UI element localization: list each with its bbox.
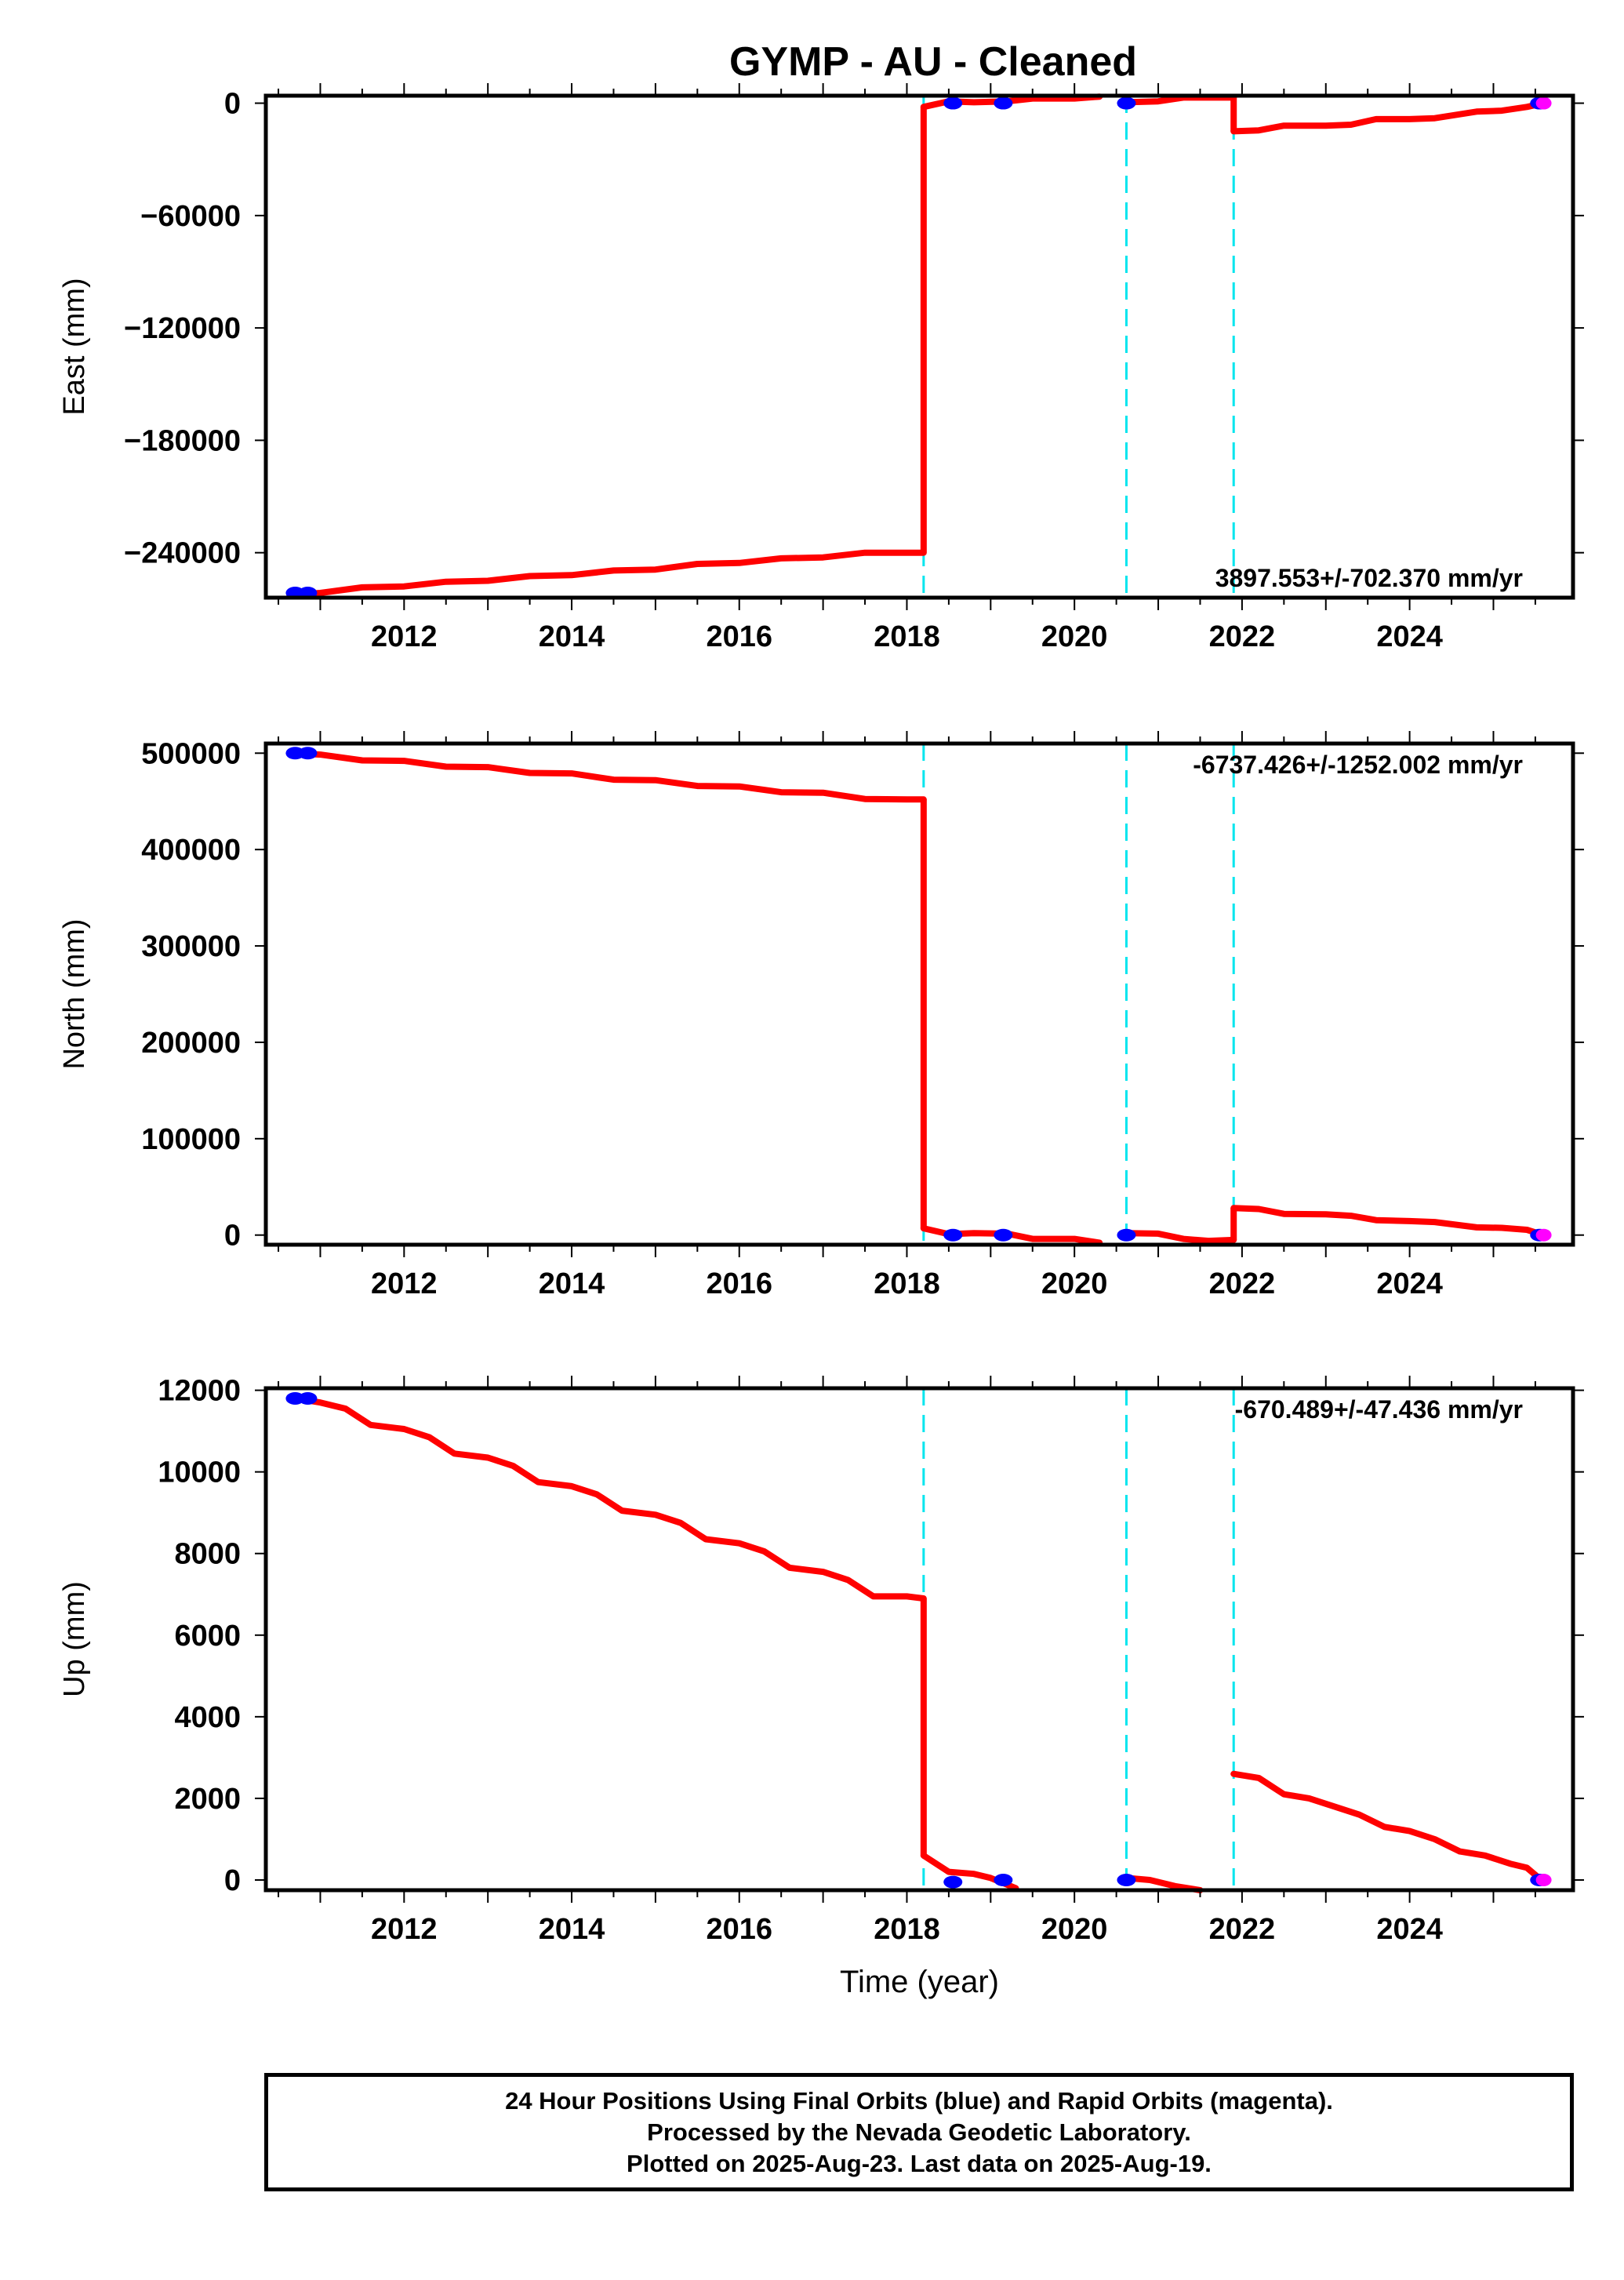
panel-north: 2012 2014 2016 2018 2020 2022 2024 0 100000 20000… — [58, 731, 1584, 1300]
x-tick-label: 2020 — [1041, 1267, 1108, 1300]
y-tick-label: 0 — [224, 1220, 241, 1253]
y-tick-label: −240000 — [124, 537, 241, 570]
y-tick-label: 500000 — [141, 737, 241, 770]
final-orbit-point — [1117, 1873, 1136, 1886]
plot-frame — [263, 741, 1575, 1247]
plot-frame — [263, 1386, 1575, 1893]
chart-title: GYMP - AU - Cleaned — [729, 39, 1137, 85]
series-line-segment-1 — [292, 750, 927, 803]
y-tick-label: 0 — [224, 1864, 241, 1897]
series-line-segment-3 — [1123, 1230, 1237, 1245]
final-orbit-point — [994, 1228, 1013, 1242]
rapid-orbit-point — [1535, 1873, 1552, 1886]
x-tick-label: 2022 — [1209, 620, 1276, 653]
y-tick-label: 12000 — [158, 1375, 241, 1408]
x-tick-label: 2014 — [539, 620, 605, 653]
x-tick-label: 2024 — [1376, 1267, 1443, 1300]
x-axis-label: Time (year) — [840, 1965, 999, 1999]
series-line-segment-1 — [292, 1395, 927, 1602]
x-tick-label: 2012 — [371, 1267, 438, 1300]
x-tick-label: 2016 — [706, 620, 772, 653]
x-tick-label: 2016 — [706, 1913, 772, 1946]
final-orbit-point — [994, 96, 1013, 110]
rate-label: -670.489+/-47.436 mm/yr — [1235, 1395, 1523, 1424]
x-tick-label: 2024 — [1376, 620, 1443, 653]
y-axis-label: Up (mm) — [58, 1581, 91, 1697]
x-tick-label: 2014 — [539, 1913, 605, 1946]
panel-east: 2012 2014 2016 2018 2020 2022 2024 0 −60000 −1200… — [58, 83, 1584, 653]
rate-label: -6737.426+/-1252.002 mm/yr — [1193, 751, 1523, 779]
footer-line-3: Plotted on 2025-Aug-23. Last data on 202… — [627, 2149, 1212, 2177]
y-axis-label: East (mm) — [58, 278, 91, 415]
footer-line-2: Processed by the Nevada Geodetic Laborat… — [647, 2118, 1191, 2146]
series-line-segment-4 — [1230, 100, 1547, 135]
y-tick-label: 4000 — [174, 1701, 241, 1734]
y-tick-label: 300000 — [141, 930, 241, 963]
final-orbit-point — [994, 1873, 1013, 1886]
footer-box: 24 Hour Positions Using Final Orbits (bl… — [264, 2073, 1574, 2191]
y-tick-label: 200000 — [141, 1027, 241, 1060]
x-tick-label: 2018 — [874, 1913, 940, 1946]
y-tick-label: 400000 — [141, 834, 241, 867]
footer-line-1: 24 Hour Positions Using Final Orbits (bl… — [505, 2086, 1333, 2115]
series-line-segment-3 — [1123, 1875, 1204, 1893]
rapid-orbit-point — [1535, 1228, 1552, 1242]
final-orbit-point — [298, 747, 318, 760]
x-tick-label: 2014 — [539, 1267, 605, 1300]
x-tick-label: 2016 — [706, 1267, 772, 1300]
plot-frame — [263, 93, 1575, 600]
x-tick-label: 2012 — [371, 620, 438, 653]
final-orbit-point — [1117, 96, 1136, 110]
final-orbit-point — [298, 1392, 318, 1405]
x-tick-label: 2022 — [1209, 1913, 1276, 1946]
series-line-segment-3 — [1123, 94, 1237, 106]
final-orbit-point — [943, 96, 963, 110]
x-tick-label: 2020 — [1041, 1913, 1108, 1946]
series-line-segment-4 — [1230, 1205, 1547, 1238]
y-tick-label: 10000 — [158, 1456, 241, 1489]
y-tick-label: −60000 — [140, 200, 241, 233]
x-tick-label: 2024 — [1376, 1913, 1443, 1946]
x-tick-label: 2012 — [371, 1913, 438, 1946]
y-tick-label: −120000 — [124, 312, 241, 345]
final-orbit-point — [943, 1228, 963, 1242]
series-line-segment-4 — [1230, 1770, 1547, 1885]
y-tick-label: 2000 — [174, 1783, 241, 1816]
final-orbit-point — [1117, 1228, 1136, 1242]
y-tick-label: −180000 — [124, 424, 241, 457]
panels: 2012 2014 2016 2018 2020 2022 2024 0 −60000 −1200… — [58, 83, 1584, 1999]
panel-up: 2012 2014 2016 2018 2020 2022 2024 0 2000 4000 600… — [58, 1375, 1584, 1999]
rapid-orbit-point — [1535, 96, 1552, 110]
final-orbit-point — [943, 1875, 963, 1889]
y-axis-label: North (mm) — [58, 918, 91, 1069]
y-tick-label: 8000 — [174, 1538, 241, 1571]
x-tick-label: 2020 — [1041, 620, 1108, 653]
rate-label: 3897.553+/-702.370 mm/yr — [1215, 564, 1523, 592]
y-tick-label: 6000 — [174, 1620, 241, 1653]
series-line-segment-1 — [292, 549, 927, 598]
x-tick-label: 2022 — [1209, 1267, 1276, 1300]
x-tick-label: 2018 — [874, 1267, 940, 1300]
y-tick-label: 0 — [224, 88, 241, 121]
y-tick-label: 100000 — [141, 1123, 241, 1156]
x-tick-label: 2018 — [874, 620, 940, 653]
